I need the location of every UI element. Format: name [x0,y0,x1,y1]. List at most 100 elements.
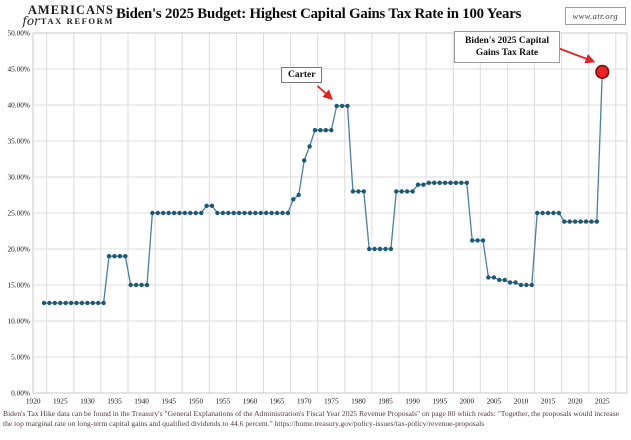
data-point [513,280,518,285]
data-point [253,210,258,216]
svg-text:1935: 1935 [107,397,122,406]
data-point [117,254,123,259]
data-point [161,210,166,216]
svg-text:1975: 1975 [324,397,339,406]
data-point [63,300,68,306]
source-note: Biden's Tax Hike data can be found in th… [3,409,620,428]
svg-text:30.00%: 30.00% [8,173,31,182]
page-title: Biden's 2025 Budget: Highest Capital Gai… [116,6,522,22]
biden-annotation-line2: Gains Tax Rate [475,48,539,58]
data-point [258,210,263,216]
data-point [535,210,540,216]
data-point [133,282,139,288]
data-point [226,210,231,216]
svg-text:1920: 1920 [26,397,41,406]
data-point [421,182,426,187]
data-point [556,210,562,216]
data-point [68,300,74,306]
svg-text:1925: 1925 [53,397,68,406]
svg-text:1995: 1995 [432,397,447,406]
svg-text:1940: 1940 [134,397,149,406]
atr-logo-taxreform: TAX REFORM [40,16,114,26]
data-point [193,210,198,216]
data-point [215,210,220,216]
biden-annotation-line1: Biden's 2025 Capital [465,36,549,46]
data-point [155,210,160,216]
data-point [540,210,545,216]
data-point [220,210,226,216]
data-point [404,189,410,194]
y-axis-labels: 0.00% 5.00% 10.00% 15.00% 20.00% 25.00% 30.00%… [8,29,31,398]
data-point [323,128,328,133]
data-point [573,219,578,224]
x-axis-labels: 1920 1925 1930 1935 1940 1945 1950 1955 1960 1965… [26,397,610,406]
data-point [96,300,101,306]
svg-text:1950: 1950 [189,397,204,406]
data-point [209,203,215,208]
data-point [442,180,448,185]
svg-text:2015: 2015 [541,397,556,406]
data-point [551,210,556,216]
data-point [199,210,204,216]
svg-text:1985: 1985 [378,397,393,406]
svg-text:1970: 1970 [297,397,312,406]
data-point [112,254,117,259]
data-point [302,158,307,163]
data-point [41,300,47,306]
svg-text:1980: 1980 [351,397,366,406]
data-point [204,203,209,208]
data-point [594,219,599,224]
data-point [567,219,572,224]
data-point [388,246,394,252]
data-point [356,189,361,194]
data-point [350,189,356,194]
data-point [144,282,150,288]
svg-text:2020: 2020 [568,397,583,406]
data-point [583,219,589,224]
data-point [52,300,57,306]
data-point [545,210,551,216]
data-point [394,189,399,194]
data-point [367,246,372,252]
data-point [150,210,155,216]
data-point [437,180,442,185]
svg-text:35.00%: 35.00% [8,137,31,146]
svg-text:2005: 2005 [487,397,502,406]
data-point [247,210,253,216]
svg-text:1945: 1945 [161,397,176,406]
data-point [177,210,182,216]
data-point [285,210,291,216]
atr-logo: AMERICANS forTAX REFORM [10,4,114,28]
data-point [372,246,377,252]
data-point [280,210,285,216]
data-point [399,189,404,194]
data-point [459,180,464,185]
data-point [491,275,497,280]
biden-2025-point [595,64,610,79]
data-point [497,277,502,283]
data-point [529,282,534,288]
svg-text:0.00%: 0.00% [11,389,30,398]
atr-logo-script-for: for [22,14,40,28]
data-point [79,300,85,306]
data-point [448,180,453,185]
data-point [242,210,247,216]
atr-url-badge: www.atr.org [564,7,626,25]
data-point [296,192,301,198]
carter-arrow [316,85,333,100]
data-point [345,103,350,109]
data-point [274,210,280,216]
data-point [58,300,63,306]
svg-text:2000: 2000 [460,397,475,406]
data-point [415,182,421,187]
data-point [410,189,415,194]
data-point [453,180,459,185]
data-point [106,254,112,259]
plot-frame [32,32,628,394]
biden-arrow [553,45,596,64]
data-point [589,219,594,224]
svg-text:5.00%: 5.00% [11,353,30,362]
data-point [128,282,133,288]
